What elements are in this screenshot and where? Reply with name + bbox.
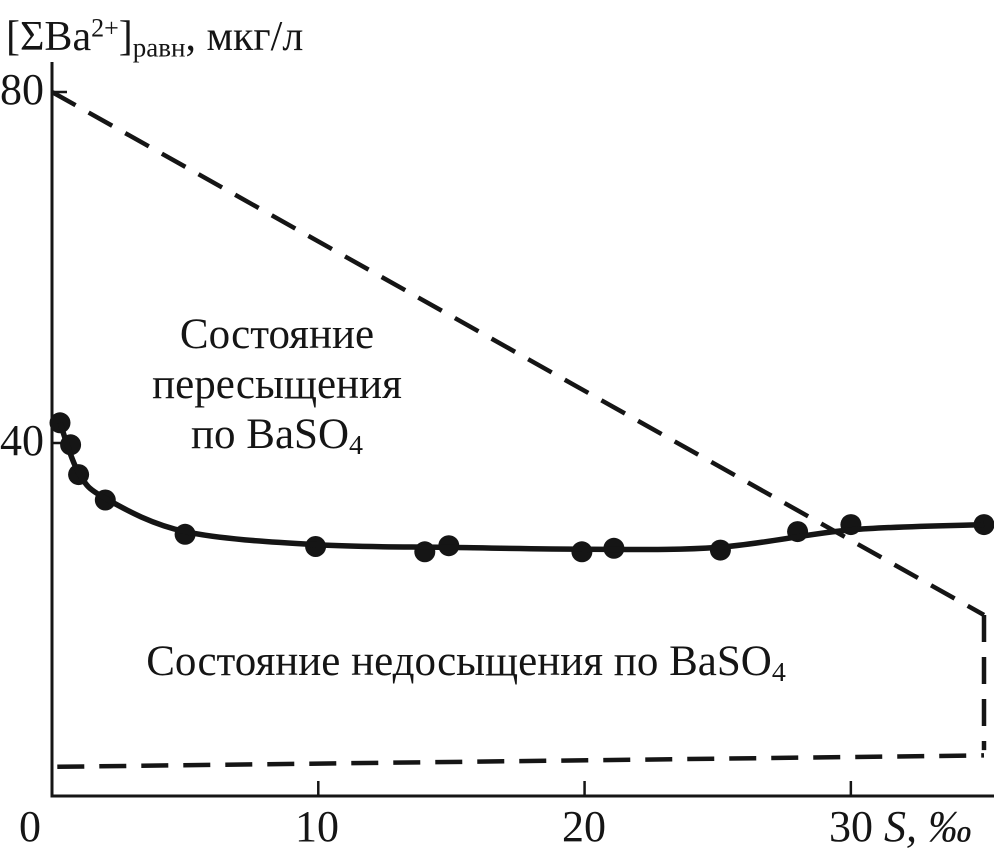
x-tick-label-20: 20 bbox=[562, 802, 606, 851]
y-tick-label-80: 80 bbox=[0, 65, 44, 114]
y-tick-label-40: 40 bbox=[0, 416, 44, 465]
y-axis-title-bracket: ] bbox=[118, 14, 133, 60]
x-axis-units: , ‰ bbox=[906, 802, 972, 851]
series-upper-boundary-dashed bbox=[50, 90, 986, 617]
supersaturation-line-3-text: по BaSO bbox=[191, 411, 350, 458]
x-axis-variable: S bbox=[884, 802, 906, 851]
x-tick-label-30: 30 bbox=[829, 802, 873, 851]
supersaturation-line-3: по BaSO4 bbox=[152, 410, 402, 460]
region-label-undersaturation: Состояние недосыщения по BaSO4 bbox=[146, 638, 786, 689]
y-axis-title: [ΣBa2+]равн, мкг/л bbox=[6, 12, 303, 62]
x-tick-label-10: 10 bbox=[295, 802, 339, 851]
region-label-supersaturation: Состояние пересыщения по BaSO4 bbox=[152, 310, 402, 460]
x-tick-label-0: 0 bbox=[19, 802, 41, 851]
undersaturation-chem-subscript: 4 bbox=[771, 657, 786, 689]
series-equilibrium-fit-curve bbox=[57, 421, 985, 553]
x-axis-title: S, ‰ bbox=[884, 804, 972, 850]
series-lower-boundary-dashed bbox=[57, 753, 985, 770]
supersaturation-chem-subscript: 4 bbox=[349, 430, 363, 462]
supersaturation-line-2: пересыщения bbox=[152, 361, 402, 408]
y-axis-title-superscript: 2+ bbox=[91, 13, 119, 43]
y-axis-title-units: , мкг/л bbox=[185, 14, 304, 60]
undersaturation-text: Состояние недосыщения по BaSO bbox=[146, 638, 772, 685]
y-axis-title-subscript: равн bbox=[132, 32, 186, 63]
y-axis-title-text: [ΣBa bbox=[6, 14, 92, 60]
supersaturation-line-1: Состояние bbox=[179, 311, 375, 358]
